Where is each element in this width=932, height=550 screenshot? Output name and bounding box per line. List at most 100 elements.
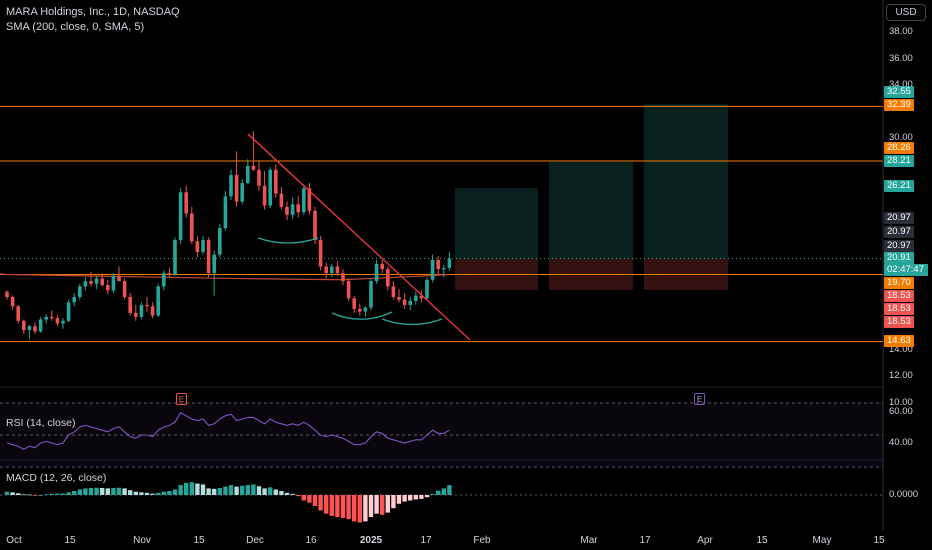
macd-bar xyxy=(144,492,150,495)
candle-body xyxy=(307,188,312,211)
candle-body xyxy=(229,175,233,197)
rsi-line xyxy=(6,411,450,451)
macd-bar xyxy=(273,489,278,495)
candle-body xyxy=(296,204,300,213)
price-tag: 18.53 xyxy=(884,316,914,328)
candle-body xyxy=(22,320,26,331)
candle-body xyxy=(318,240,323,267)
macd-bar xyxy=(172,489,178,495)
arc-left xyxy=(257,237,319,244)
macd-bar xyxy=(21,494,26,496)
candle-body xyxy=(100,278,104,286)
candle-body xyxy=(402,299,407,305)
candle-body xyxy=(313,210,317,241)
macd-bar xyxy=(385,495,390,513)
currency-button[interactable]: USD xyxy=(886,4,926,21)
candle-body xyxy=(5,291,9,297)
candle-body xyxy=(212,254,216,274)
candle-body xyxy=(190,213,194,242)
profit-zone xyxy=(455,188,538,259)
macd-bar xyxy=(228,485,234,495)
macd-bar xyxy=(77,489,82,495)
candle-body xyxy=(274,169,278,194)
rsi-tick: 60.00 xyxy=(889,406,913,417)
earnings-marker-icon[interactable]: E xyxy=(176,393,187,405)
candle-body xyxy=(268,169,272,206)
macd-tick: 0.0000 xyxy=(889,489,919,500)
symbol-title: MARA Holdings, Inc., 1D, NASDAQ xyxy=(6,6,180,18)
macd-bar xyxy=(72,491,77,495)
macd-bar xyxy=(223,486,228,495)
x-tick: Dec xyxy=(246,535,264,546)
candle-body xyxy=(134,312,138,317)
macd-bar xyxy=(284,492,290,495)
macd-bar xyxy=(352,495,357,522)
candle-body xyxy=(442,267,446,270)
macd-bar xyxy=(312,495,318,506)
price-tick: 34.00 xyxy=(889,79,913,90)
price-tick: 36.00 xyxy=(889,53,913,64)
candle-body xyxy=(106,285,110,291)
macd-bar xyxy=(200,484,206,495)
macd-bar xyxy=(139,492,144,495)
x-tick: 17 xyxy=(420,535,432,546)
macd-bar xyxy=(324,495,329,514)
candle-body xyxy=(397,297,401,300)
macd-bar xyxy=(436,490,441,495)
earnings-marker-icon[interactable]: E xyxy=(694,393,705,405)
price-tag: 18.53 xyxy=(884,303,914,315)
macd-bar xyxy=(340,495,346,519)
macd-bar xyxy=(307,495,312,503)
candle-body xyxy=(408,300,412,305)
macd-bar xyxy=(256,486,262,495)
candle-body xyxy=(352,298,356,309)
candle-body xyxy=(234,175,239,202)
macd-bar xyxy=(245,485,250,495)
macd-bar xyxy=(32,495,38,496)
candle-body xyxy=(279,193,284,207)
macd-bar xyxy=(296,495,301,497)
candle-body xyxy=(117,275,121,282)
rsi-label[interactable]: RSI (14, close) xyxy=(6,417,76,429)
macd-bar xyxy=(234,486,239,495)
macd-bar xyxy=(122,488,127,495)
rsi-tick: 40.00 xyxy=(889,437,913,448)
candle-body xyxy=(195,241,200,252)
sma-line xyxy=(0,273,450,281)
candle-body xyxy=(184,192,188,214)
x-tick: May xyxy=(812,535,832,546)
macd-bar xyxy=(49,493,54,495)
macd-bar xyxy=(94,487,99,495)
macd-bar xyxy=(133,491,138,495)
candle-body xyxy=(414,295,418,301)
candle-body xyxy=(290,204,295,215)
candle-body xyxy=(218,228,222,255)
macd-bar xyxy=(206,488,211,495)
price-tick: 14.00 xyxy=(889,344,913,355)
macd-bar xyxy=(346,495,351,520)
candle-body xyxy=(89,281,93,284)
macd-bar xyxy=(189,482,194,495)
candle-body xyxy=(61,320,65,324)
x-tick: 16 xyxy=(305,535,317,546)
candle-body xyxy=(341,273,345,282)
candle-body xyxy=(38,319,43,332)
candle-body xyxy=(156,286,160,316)
sma-indicator-label[interactable]: SMA (200, close, 0, SMA, 5) xyxy=(6,21,145,33)
macd-bar xyxy=(380,495,385,515)
macd-bar xyxy=(391,495,396,509)
x-tick: 15 xyxy=(756,535,768,546)
macd-bar xyxy=(161,491,166,495)
candle-body xyxy=(162,273,166,287)
candle-body xyxy=(391,286,396,297)
macd-label[interactable]: MACD (12, 26, close) xyxy=(6,472,107,484)
candle-body xyxy=(257,169,261,186)
price-tag: 26.21 xyxy=(884,180,914,192)
x-tick: Apr xyxy=(697,535,713,546)
candle-body xyxy=(206,240,211,274)
macd-bar xyxy=(357,495,362,523)
macd-bar xyxy=(368,495,374,517)
price-tick: 12.00 xyxy=(889,370,913,381)
x-tick: 17 xyxy=(639,535,651,546)
